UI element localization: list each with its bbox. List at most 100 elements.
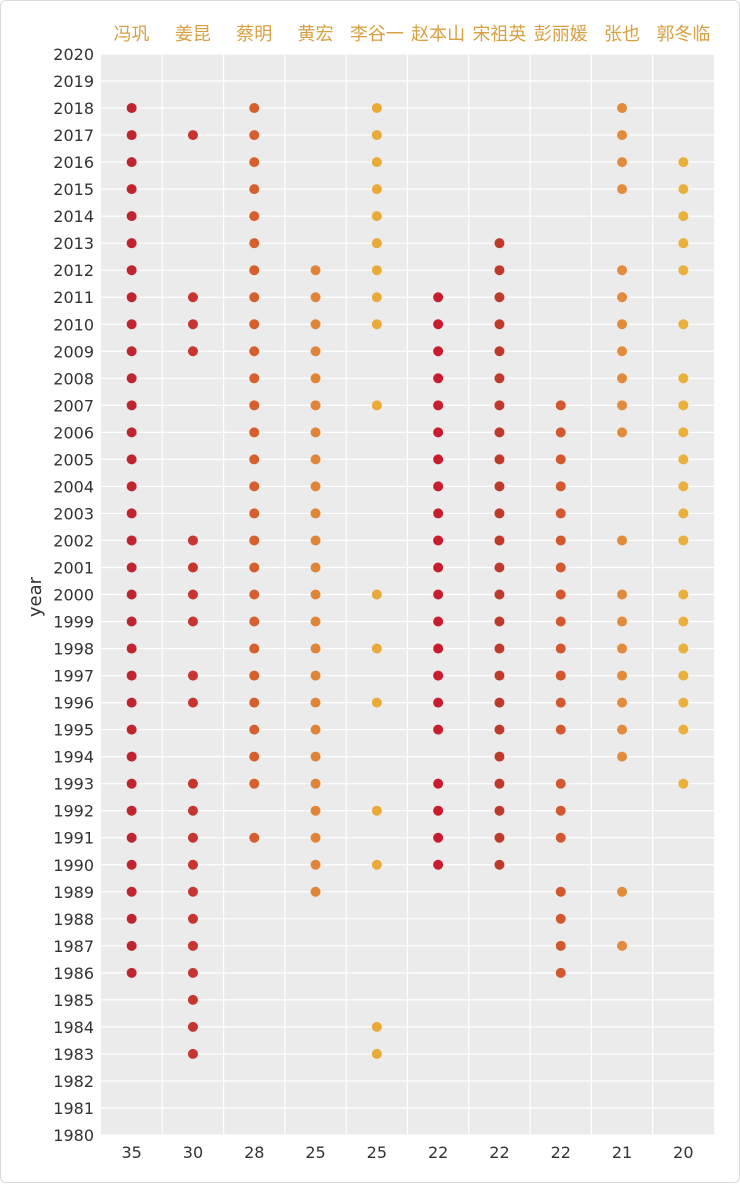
data-point xyxy=(433,427,444,438)
data-point xyxy=(617,373,628,384)
data-point xyxy=(617,643,628,654)
data-point xyxy=(249,238,260,249)
data-point xyxy=(494,400,505,411)
data-point xyxy=(126,292,137,303)
column-header: 蔡明 xyxy=(236,24,272,45)
data-point xyxy=(494,292,505,303)
data-point xyxy=(310,508,321,519)
data-point xyxy=(310,832,321,843)
data-point xyxy=(555,535,566,546)
y-tick-label: 2004 xyxy=(53,477,94,496)
data-point xyxy=(126,481,137,492)
data-point xyxy=(617,940,628,951)
data-point xyxy=(494,562,505,573)
data-point xyxy=(187,859,198,870)
data-point xyxy=(310,643,321,654)
data-point xyxy=(433,670,444,681)
data-point xyxy=(126,589,137,600)
data-point xyxy=(126,454,137,465)
data-point xyxy=(249,319,260,330)
data-point xyxy=(249,562,260,573)
data-point xyxy=(126,670,137,681)
data-point xyxy=(187,319,198,330)
data-point xyxy=(126,130,137,141)
data-point xyxy=(310,589,321,600)
data-point xyxy=(494,778,505,789)
data-point xyxy=(678,238,689,249)
data-point xyxy=(249,589,260,600)
data-point xyxy=(555,805,566,816)
data-point xyxy=(371,400,382,411)
y-tick-label: 1982 xyxy=(53,1072,94,1091)
data-point xyxy=(310,454,321,465)
data-point xyxy=(126,778,137,789)
y-tick-label: 2003 xyxy=(53,504,94,523)
column-header: 姜昆 xyxy=(175,24,211,45)
data-point xyxy=(187,1021,198,1032)
data-point xyxy=(187,940,198,951)
column-counts: 35 30 28 25 25 22 22 22 21 20 xyxy=(121,1143,693,1162)
column-count: 22 xyxy=(428,1143,448,1162)
y-tick-label: 1983 xyxy=(53,1045,94,1064)
data-point xyxy=(249,157,260,168)
data-point xyxy=(371,292,382,303)
y-tick-label: 2010 xyxy=(53,315,94,334)
data-point xyxy=(126,886,137,897)
y-tick-label: 2002 xyxy=(53,531,94,550)
data-point xyxy=(433,319,444,330)
data-point xyxy=(126,751,137,762)
data-point xyxy=(433,697,444,708)
data-point xyxy=(617,589,628,600)
data-point xyxy=(126,535,137,546)
data-point xyxy=(617,319,628,330)
data-point xyxy=(371,130,382,141)
data-point xyxy=(187,832,198,843)
data-point xyxy=(555,589,566,600)
data-point xyxy=(433,589,444,600)
data-point xyxy=(126,724,137,735)
data-point xyxy=(494,859,505,870)
data-point xyxy=(249,346,260,357)
data-point xyxy=(678,508,689,519)
data-point xyxy=(310,616,321,627)
y-tick-label: 1987 xyxy=(53,937,94,956)
data-point xyxy=(371,238,382,249)
data-point xyxy=(187,589,198,600)
y-tick-label: 1984 xyxy=(53,1018,94,1037)
data-point xyxy=(310,562,321,573)
data-point xyxy=(555,940,566,951)
data-point xyxy=(555,562,566,573)
data-point xyxy=(678,481,689,492)
y-tick-label: 1999 xyxy=(53,613,94,632)
data-point xyxy=(494,670,505,681)
data-point xyxy=(310,886,321,897)
data-point xyxy=(678,454,689,465)
data-point xyxy=(494,832,505,843)
y-tick-label: 2005 xyxy=(53,450,94,469)
y-tick-label: 2016 xyxy=(53,153,94,172)
y-tick-label: 1994 xyxy=(53,748,94,767)
data-point xyxy=(555,913,566,924)
data-point xyxy=(617,670,628,681)
data-point xyxy=(433,400,444,411)
data-point xyxy=(249,535,260,546)
data-point xyxy=(494,616,505,627)
data-point xyxy=(433,562,444,573)
data-point xyxy=(617,265,628,276)
data-point xyxy=(433,373,444,384)
y-tick-label: 1997 xyxy=(53,667,94,686)
data-point xyxy=(433,508,444,519)
data-point xyxy=(126,913,137,924)
data-point xyxy=(617,427,628,438)
data-point xyxy=(126,805,137,816)
column-count: 21 xyxy=(612,1143,632,1162)
data-point xyxy=(494,265,505,276)
column-header: 彭丽媛 xyxy=(534,24,588,45)
data-point xyxy=(310,535,321,546)
data-point xyxy=(433,859,444,870)
data-point xyxy=(494,751,505,762)
column-header: 张也 xyxy=(604,24,640,45)
data-point xyxy=(249,832,260,843)
data-point xyxy=(617,697,628,708)
